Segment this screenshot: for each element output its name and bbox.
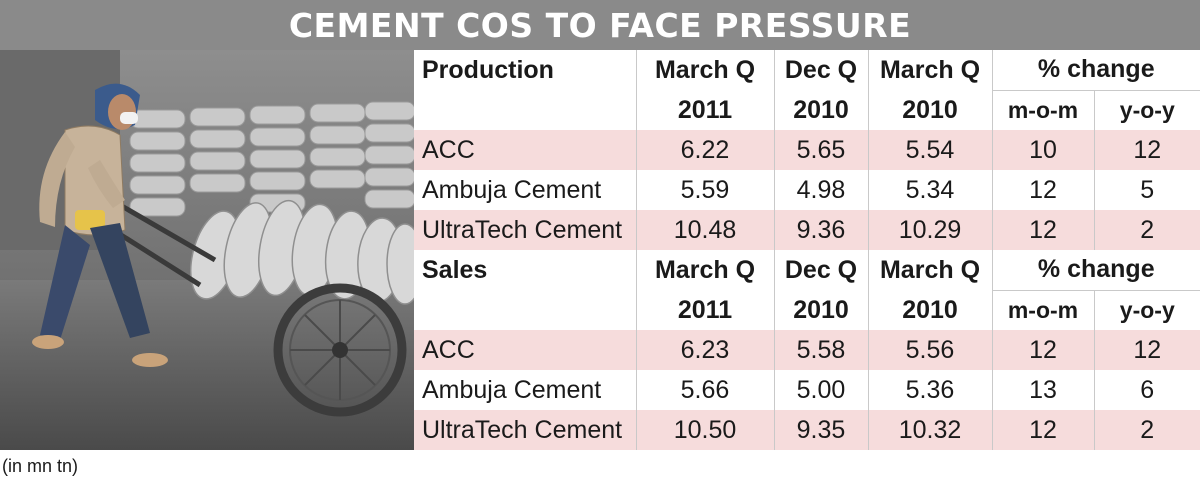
table-cell: 9.36: [774, 210, 869, 250]
column-header-year: 2010: [868, 290, 993, 330]
company-name: ACC: [414, 330, 637, 370]
table-cell: 5.00: [774, 370, 869, 410]
company-name: UltraTech Cement: [414, 410, 637, 450]
table-cell: 5: [1094, 170, 1200, 210]
column-header: March Q: [868, 250, 993, 290]
table-cell: 10: [992, 130, 1095, 170]
company-name: Ambuja Cement: [414, 370, 637, 410]
yoy-header: y-o-y: [1094, 90, 1200, 130]
column-header-year: 2011: [636, 290, 775, 330]
percent-change-header: % change: [992, 50, 1200, 91]
table-cell: 10.32: [868, 410, 993, 450]
mom-header: m-o-m: [992, 290, 1095, 330]
table-cell: 6.22: [636, 130, 775, 170]
table-cell: 13: [992, 370, 1095, 410]
table-cell: 5.54: [868, 130, 993, 170]
company-name: Ambuja Cement: [414, 170, 637, 210]
column-header: Dec Q: [774, 50, 869, 90]
sales-section-label: Sales: [414, 250, 637, 330]
table-row: ACC 6.22 5.65 5.54 10 12: [414, 130, 1200, 170]
percent-change-header: % change: [992, 250, 1200, 291]
table-cell: 5.34: [868, 170, 993, 210]
table-row: Ambuja Cement 5.59 4.98 5.34 12 5: [414, 170, 1200, 210]
yoy-header: y-o-y: [1094, 290, 1200, 330]
table-cell: 5.36: [868, 370, 993, 410]
table-cell: 2: [1094, 410, 1200, 450]
table-cell: 5.58: [774, 330, 869, 370]
table-cell: 12: [992, 170, 1095, 210]
column-header: March Q: [868, 50, 993, 90]
table-cell: 10.50: [636, 410, 775, 450]
production-header-row-1: Production March Q Dec Q March Q % chang…: [414, 50, 1200, 130]
column-header-year: 2010: [774, 290, 869, 330]
sales-header-row-2: 2011 2010 2010 m-o-m y-o-y: [414, 290, 1200, 330]
table-cell: 5.66: [636, 370, 775, 410]
table-row: Ambuja Cement 5.66 5.00 5.36 13 6: [414, 370, 1200, 410]
column-header: March Q: [636, 250, 775, 290]
table-cell: 2: [1094, 210, 1200, 250]
company-name: ACC: [414, 130, 637, 170]
table-cell: 5.65: [774, 130, 869, 170]
table-cell: 6.23: [636, 330, 775, 370]
table-cell: 12: [1094, 130, 1200, 170]
table-cell: 12: [1094, 330, 1200, 370]
table-cell: 5.59: [636, 170, 775, 210]
table-cell: 4.98: [774, 170, 869, 210]
table-cell: 12: [992, 330, 1095, 370]
table-cell: 10.48: [636, 210, 775, 250]
column-header: March Q: [636, 50, 775, 90]
table-row: UltraTech Cement 10.48 9.36 10.29 12 2: [414, 210, 1200, 250]
sales-header-row-1: Sales March Q Dec Q March Q % change: [414, 250, 1200, 330]
production-section-label: Production: [414, 50, 637, 130]
table-cell: 5.56: [868, 330, 993, 370]
column-header-year: 2010: [868, 90, 993, 130]
table-cell: 12: [992, 410, 1095, 450]
column-header: Dec Q: [774, 250, 869, 290]
units-footnote: (in mn tn): [2, 456, 79, 476]
column-header-year: 2011: [636, 90, 775, 130]
column-header-year: 2010: [774, 90, 869, 130]
table-row: UltraTech Cement 10.50 9.35 10.32 12 2: [414, 410, 1200, 450]
chart-title: CEMENT COS TO FACE PRESSURE: [0, 0, 1200, 50]
production-header-row-2: 2011 2010 2010 m-o-m y-o-y: [414, 90, 1200, 130]
table-cell: 12: [992, 210, 1095, 250]
mom-header: m-o-m: [992, 90, 1095, 130]
table-cell: 9.35: [774, 410, 869, 450]
table-cell: 6: [1094, 370, 1200, 410]
table-cell: 10.29: [868, 210, 993, 250]
table-row: ACC 6.23 5.58 5.56 12 12: [414, 330, 1200, 370]
company-name: UltraTech Cement: [414, 210, 637, 250]
data-table: Production March Q Dec Q March Q % chang…: [414, 50, 1200, 450]
cement-worker-photo: [0, 50, 414, 450]
